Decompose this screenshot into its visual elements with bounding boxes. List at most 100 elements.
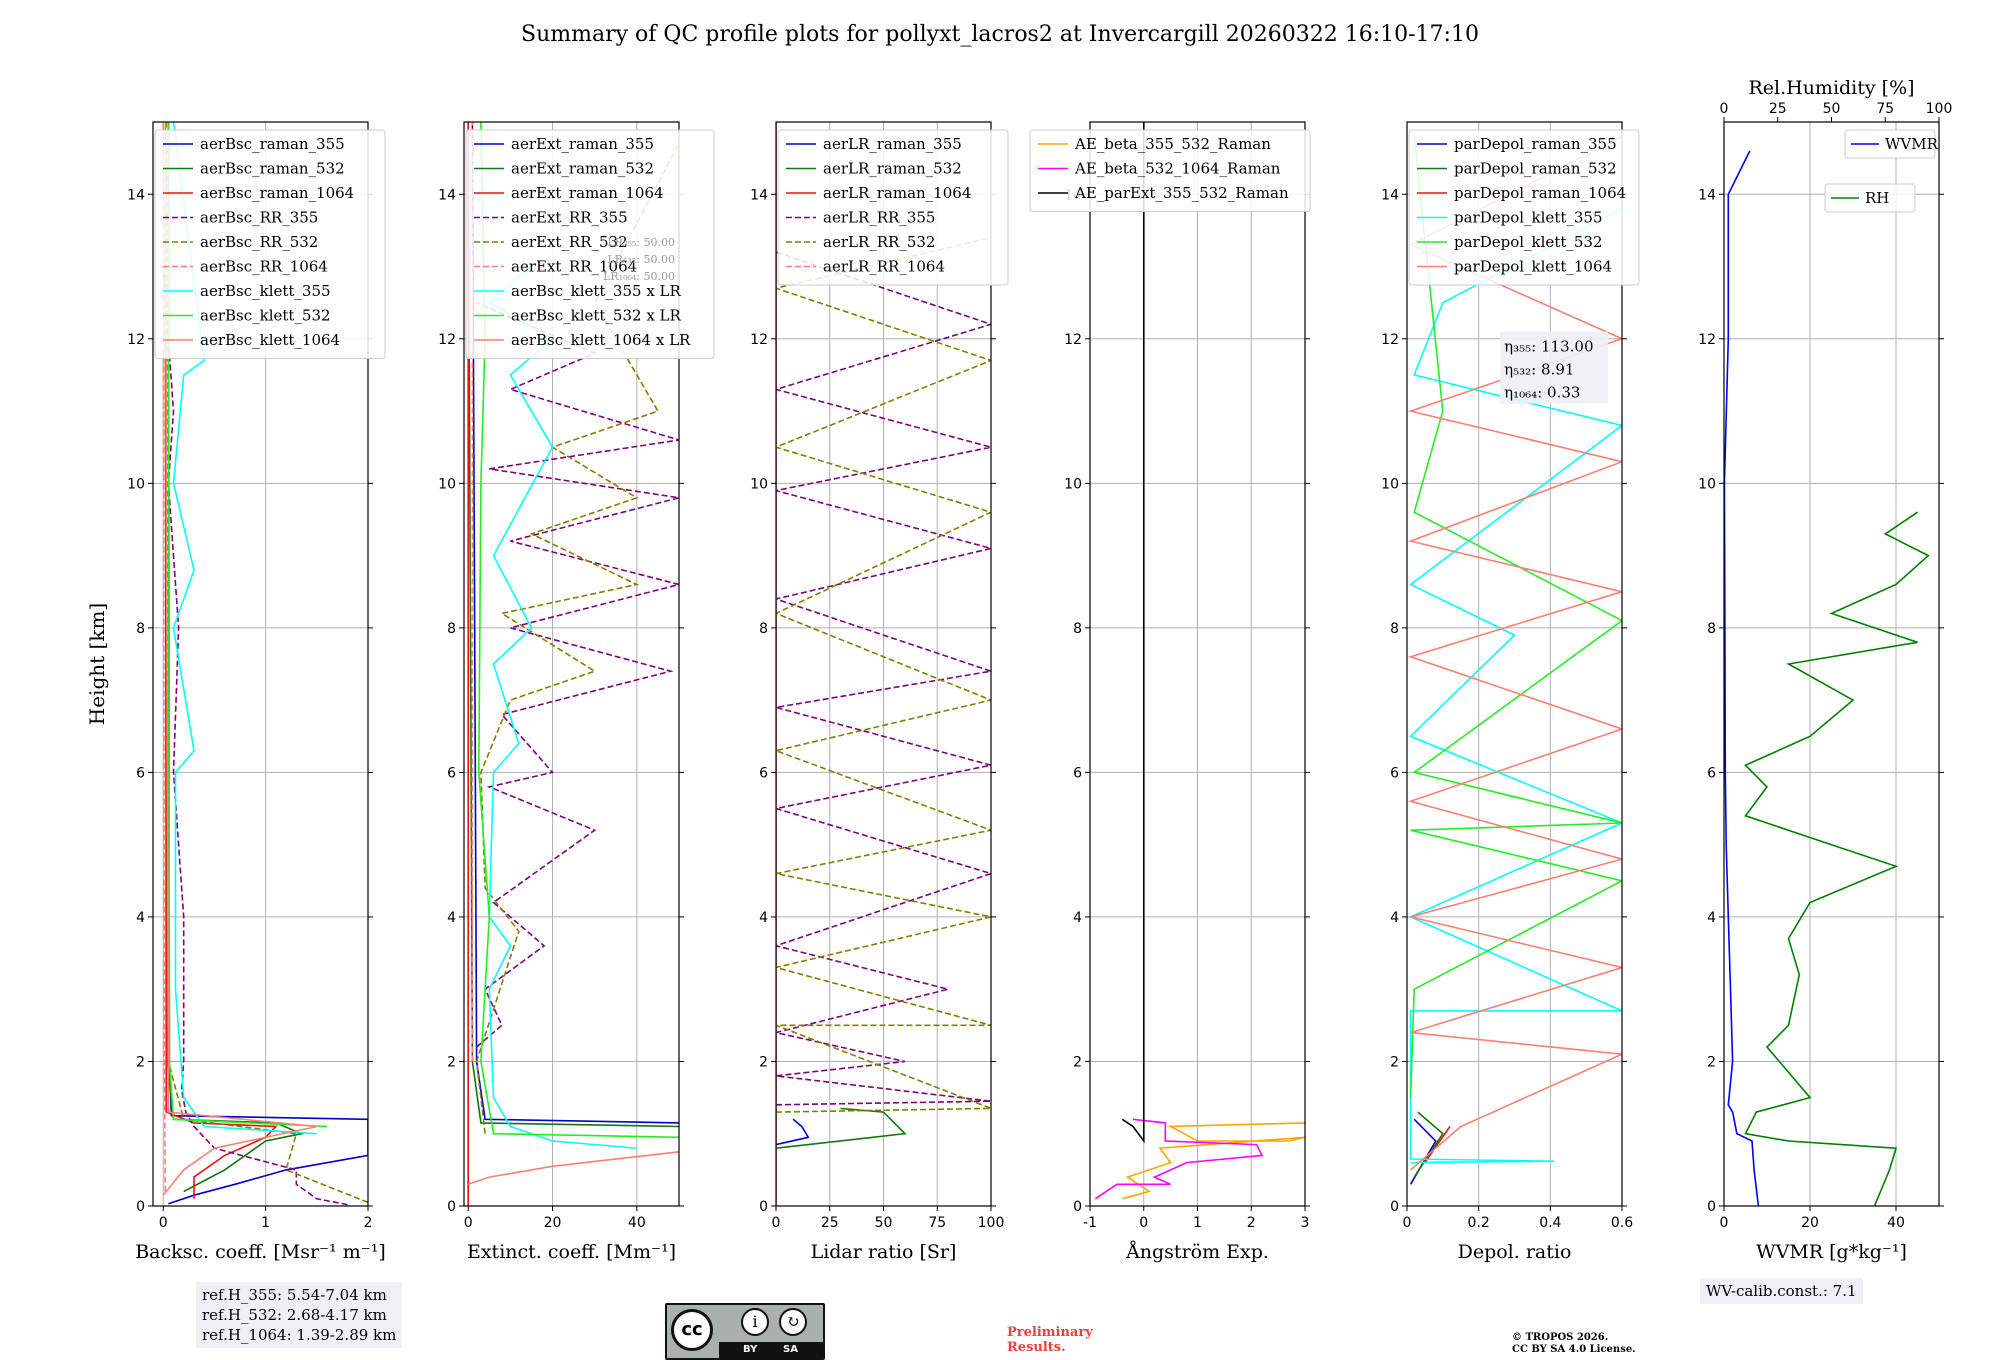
series-line-aerLR_raman_532: [776, 1107, 907, 1149]
y-tick-label: 14: [127, 187, 145, 203]
series-group: [776, 122, 991, 1206]
series-group: [1094, 122, 1305, 1200]
preliminary-line-2: Results.: [1007, 1340, 1066, 1355]
x-tick-label: 2: [1247, 1215, 1256, 1231]
x-tick-label: 75: [928, 1215, 946, 1231]
legend-label: WVMR: [1885, 135, 1939, 153]
eta-label: η₃₅₅: 113.00: [1504, 338, 1593, 356]
x-tick-label: 0.4: [1539, 1215, 1561, 1231]
x-axis-label: Extinct. coeff. [Mm⁻¹]: [467, 1241, 676, 1263]
top-tick-label: 50: [1823, 101, 1841, 117]
x-tick-label: 2: [364, 1215, 373, 1231]
legend-label: aerBsc_klett_1064: [200, 331, 340, 349]
legend-label: aerBsc_RR_532: [200, 233, 318, 251]
legend-label: aerBsc_RR_355: [200, 209, 318, 227]
y-tick-label: 14: [1381, 187, 1399, 203]
y-tick-label: 12: [1381, 332, 1399, 348]
x-tick-label: 1: [261, 1215, 270, 1231]
y-tick-label: 4: [447, 910, 456, 926]
ref-height-1064: ref.H_1064: 1.39-2.89 km: [202, 1326, 397, 1344]
series-line-AE_parExt_355_532_Raman: [1121, 122, 1145, 1144]
y-tick-label: 8: [759, 621, 768, 637]
series-line-aerBsc_klett_1064 x LR: [467, 1151, 679, 1186]
panel-angstrom: -1012302468101214Ångström Exp.AE_beta_35…: [1029, 121, 1311, 1263]
preliminary-line-1: Preliminary: [1007, 1325, 1093, 1340]
panel-water_vapor: 0 20 40 0 2 4 6 8 10 12 14 0 25 50 75 100 Rel.Humidity […: [1698, 77, 1952, 1263]
reference-height-box: ref.H_355: 5.54-7.04 km ref.H_532: 2.68-…: [196, 1282, 403, 1348]
series-group: [162, 122, 368, 1206]
legend-label: parDepol_klett_1064: [1454, 258, 1612, 276]
y-tick-label: 2: [447, 1054, 456, 1070]
legend-label: AE_parExt_355_532_Raman: [1074, 184, 1289, 202]
legend-label: aerLR_raman_1064: [823, 184, 971, 202]
y-tick-label: 2: [136, 1054, 145, 1070]
legend-label: AE_beta_532_1064_Raman: [1074, 160, 1281, 178]
y-tick-label: 10: [750, 476, 768, 492]
y-tick-label: 10: [1064, 476, 1082, 492]
y-tick-label: 8: [1707, 621, 1716, 637]
top-tick-label: 75: [1876, 101, 1894, 117]
series-line-aerBsc_klett_532 x LR: [477, 122, 679, 1139]
series-group: [1407, 135, 1622, 1185]
axes-frame: [1723, 121, 1940, 1207]
x-tick-label: 50: [875, 1215, 893, 1231]
legend-box: [154, 129, 386, 359]
y-tick-label: 2: [1073, 1054, 1082, 1070]
y-tick-label: 6: [1073, 765, 1082, 781]
series-line-AE_beta_532_1064_Raman: [1094, 1118, 1264, 1200]
series-line-parDepol_klett_1064: [1407, 135, 1622, 1171]
y-tick-label: 0: [136, 1199, 145, 1215]
x-axis-label: Backsc. coeff. [Msr⁻¹ m⁻¹]: [135, 1241, 386, 1263]
x-tick-label: 0: [1720, 1215, 1729, 1231]
legend-label: parDepol_klett_355: [1454, 209, 1603, 227]
y-tick-label: 0: [1390, 1199, 1399, 1215]
copyright-line-2: CC BY SA 4.0 License.: [1512, 1344, 1636, 1355]
y-tick-label: 6: [759, 765, 768, 781]
copyright-line-1: © TROPOS 2026.: [1512, 1332, 1609, 1343]
series-line-aerExt_RR_532: [475, 143, 679, 1134]
x-axis-label: WVMR [g*kg⁻¹]: [1756, 1241, 1907, 1263]
series-group: [467, 122, 679, 1206]
y-tick-label: 4: [1073, 910, 1082, 926]
x-tick-label: 0: [464, 1215, 473, 1231]
series-line-aerBsc_klett_355 x LR: [487, 265, 637, 1149]
x-tick-label: 100: [978, 1215, 1005, 1231]
lidar-ratio-label: LR₃₅₅: 50.00: [607, 236, 675, 249]
x-tick-label: 40: [628, 1215, 646, 1231]
y-tick-label: 14: [438, 187, 456, 203]
legend-label: aerExt_raman_1064: [511, 184, 664, 202]
legend-label: parDepol_raman_532: [1454, 160, 1617, 178]
ref-height-532: ref.H_532: 2.68-4.17 km: [202, 1306, 387, 1324]
x-tick-label: 1: [1193, 1215, 1202, 1231]
legend-label: aerBsc_klett_532 x LR: [511, 307, 682, 325]
lidar-ratio-label: LR₅₃₂: 50.00: [607, 253, 675, 266]
legend-label: aerBsc_raman_1064: [200, 184, 354, 202]
cc-license-logo[interactable]: cc i ↻ BY SA: [665, 1303, 825, 1360]
series-line-aerBsc_klett_1064: [162, 122, 317, 1196]
sa-icon: ↻: [779, 1308, 807, 1336]
y-tick-label: 10: [127, 476, 145, 492]
y-tick-label: 10: [438, 476, 456, 492]
y-tick-label: 12: [438, 332, 456, 348]
series-line-parDepol_klett_355: [1408, 207, 1622, 1164]
axes-frame: [152, 121, 369, 1207]
x-tick-label: 0: [772, 1215, 781, 1231]
legend-label: aerExt_raman_355: [511, 135, 654, 153]
wv-calib-box: WV-calib.const.: 7.1: [1700, 1278, 1863, 1304]
series-line-aerBsc_RR_355: [162, 266, 348, 1206]
cc-band: [719, 1342, 823, 1358]
axes-frame: [1406, 121, 1623, 1207]
series-line-parDepol_raman_1064: [1424, 1126, 1451, 1164]
y-tick-label: 8: [1390, 621, 1399, 637]
legend: aerLR_raman_355 aerLR_raman_532 aerLR_rama…: [777, 129, 1009, 286]
top-tick-label: 25: [1769, 101, 1787, 117]
y-tick-label: 12: [1064, 332, 1082, 348]
legend-label: aerBsc_klett_355: [200, 282, 331, 300]
series-line-aerLR_RR_355: [776, 251, 991, 1106]
x-tick-label: 20: [544, 1215, 562, 1231]
legend: parDepol_raman_355 parDepol_raman_532 parD…: [1408, 129, 1640, 286]
legend-label: aerExt_RR_532: [511, 233, 628, 251]
y-tick-label: 8: [1073, 621, 1082, 637]
legend-label: aerBsc_raman_532: [200, 160, 345, 178]
